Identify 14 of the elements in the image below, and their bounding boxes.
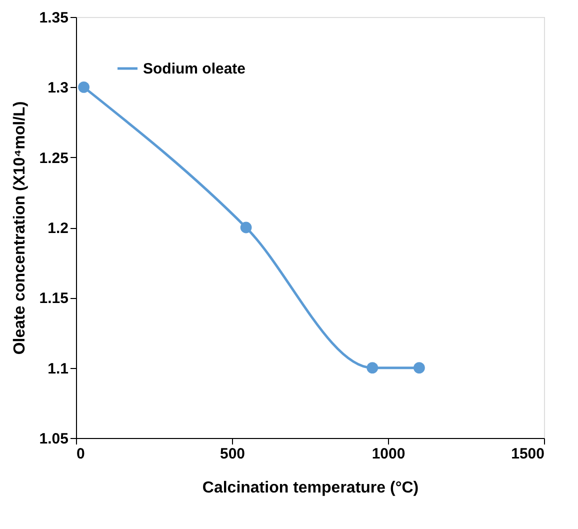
x-tick-label: 0 [76,446,85,462]
y-tick-label: 1.2 [48,220,68,237]
y-tick-label: 1.1 [48,360,68,378]
y-tick-label: 1.05 [39,430,68,448]
y-tick-label: 1.15 [39,290,68,308]
y-tick-label: 1.35 [39,10,68,26]
x-axis-title: Calcination temperature (°C) [202,480,419,496]
x-tick-label: 1000 [372,446,406,462]
y-axis-title: Oleate concentration (X10⁴mol/L) [11,101,28,355]
x-tick-label: 500 [220,446,246,462]
y-tick-label: 1.3 [48,80,68,97]
y-tick-label: 1.25 [39,150,68,167]
legend-label: Sodium oleate [143,60,246,78]
x-tick-label: 1500 [511,446,544,462]
